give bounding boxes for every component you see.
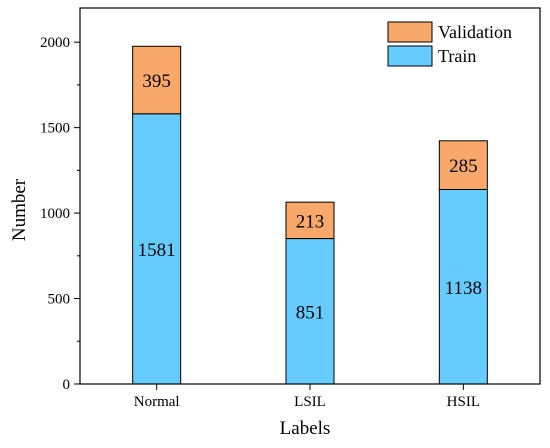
x-axis-title: Labels bbox=[280, 418, 331, 439]
data-label-train-lsil: 851 bbox=[296, 302, 325, 323]
y-tick-label: 0 bbox=[63, 377, 71, 393]
data-label-train-normal: 1581 bbox=[138, 240, 176, 261]
bar-validation-hsil bbox=[438, 140, 488, 191]
y-tick-label: 1500 bbox=[40, 121, 70, 137]
x-tick-label-lsil: LSIL bbox=[294, 394, 326, 410]
bar-validation-lsil bbox=[285, 201, 335, 240]
data-label-train-hsil: 1138 bbox=[445, 278, 482, 299]
data-label-validation-lsil: 213 bbox=[296, 211, 325, 232]
bars-group: 1581 395 851 213 1138 285 bbox=[132, 45, 488, 385]
data-label-validation-hsil: 285 bbox=[449, 156, 478, 177]
y-tick-label: 500 bbox=[48, 292, 71, 308]
x-tick-label-normal: Normal bbox=[134, 394, 180, 410]
legend-swatch-train bbox=[387, 45, 433, 67]
y-axis-title: Number bbox=[9, 178, 30, 241]
axes-group: 0 500 1000 1500 2000 Normal LSIL HSIL bbox=[40, 7, 541, 410]
legend: Validation Train bbox=[387, 21, 512, 67]
legend-label-train: Train bbox=[438, 46, 476, 66]
data-label-validation-normal: 395 bbox=[142, 71, 171, 92]
x-tick-label-hsil: HSIL bbox=[447, 394, 480, 410]
legend-swatch-validation bbox=[387, 21, 433, 43]
bar-train-hsil bbox=[438, 189, 488, 385]
legend-label-validation: Validation bbox=[438, 22, 512, 42]
bar-train-normal bbox=[132, 113, 182, 385]
y-tick-label: 2000 bbox=[40, 35, 70, 51]
y-tick-label: 1000 bbox=[40, 206, 70, 222]
bar-validation-normal bbox=[132, 45, 182, 115]
